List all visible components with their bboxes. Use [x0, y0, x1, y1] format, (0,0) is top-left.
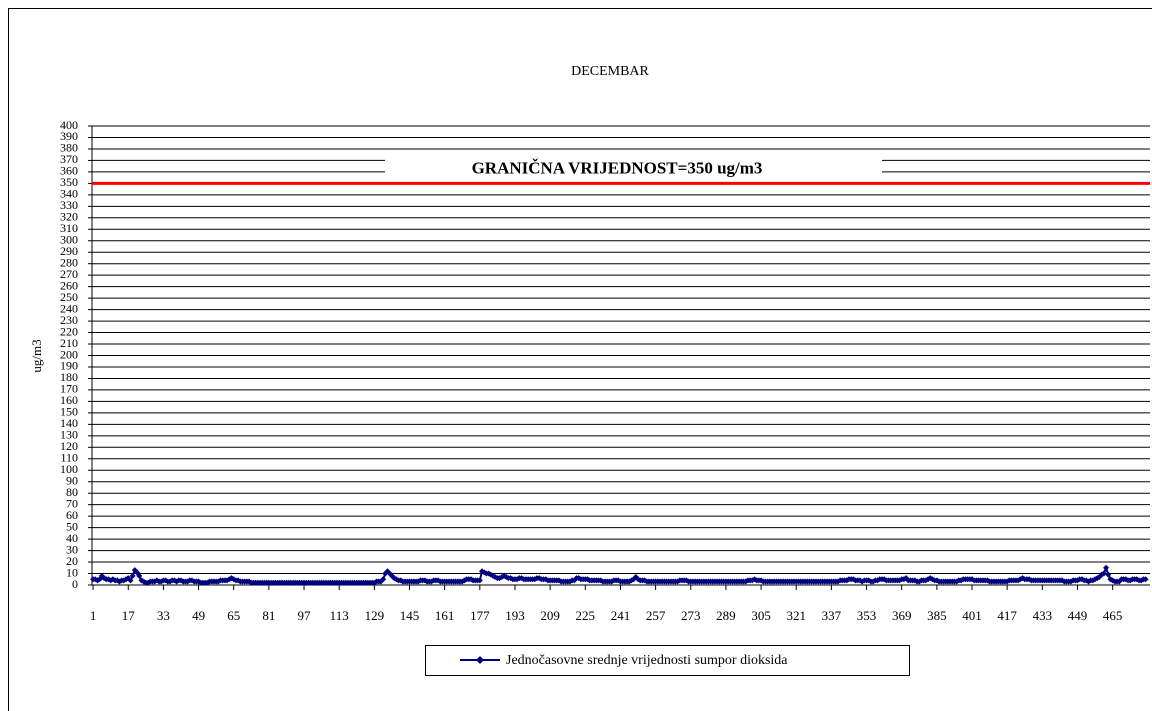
y-tick-label: 300	[60, 233, 78, 247]
data-point	[476, 577, 483, 584]
y-tick-label: 390	[60, 129, 78, 143]
y-tick-label: 360	[60, 164, 78, 178]
y-tick-label: 210	[60, 336, 78, 350]
y-tick-label: 20	[66, 554, 78, 568]
x-tick-label: 417	[997, 608, 1017, 623]
y-tick-label: 250	[60, 290, 78, 304]
x-tick-label: 49	[192, 608, 205, 623]
x-tick-label: 273	[681, 608, 701, 623]
legend-marker	[476, 656, 484, 664]
data-point	[1103, 564, 1110, 571]
y-tick-label: 60	[66, 508, 78, 522]
data-point	[1142, 576, 1149, 583]
x-tick-label: 81	[262, 608, 275, 623]
x-tick-label: 385	[927, 608, 947, 623]
y-tick-label: 190	[60, 359, 78, 373]
x-tick-label: 145	[400, 608, 420, 623]
x-tick-label: 353	[857, 608, 877, 623]
y-tick-label: 30	[66, 542, 78, 556]
x-tick-label: 465	[1103, 608, 1123, 623]
y-tick-label: 260	[60, 278, 78, 292]
x-tick-label: 65	[227, 608, 240, 623]
y-tick-label: 330	[60, 198, 78, 212]
y-tick-label: 80	[66, 485, 78, 499]
x-tick-label: 289	[716, 608, 736, 623]
y-tick-label: 220	[60, 324, 78, 338]
y-tick-label: 110	[60, 451, 78, 465]
legend-label: Jednočasovne srednje vrijednosti sumpor …	[506, 653, 788, 668]
x-tick-label: 161	[435, 608, 455, 623]
plot	[90, 156, 1150, 586]
x-tick-label: 97	[298, 608, 312, 623]
chart-title: DECEMBAR	[571, 64, 649, 79]
y-tick-label: 50	[66, 519, 78, 533]
x-tick-label: 449	[1068, 608, 1088, 623]
y-tick-label: 140	[60, 416, 78, 430]
y-tick-label: 400	[60, 118, 78, 132]
x-tick-label: 321	[786, 608, 806, 623]
y-tick-label: 160	[60, 393, 78, 407]
chart-frame	[8, 8, 1152, 711]
legend	[425, 645, 910, 676]
y-tick-label: 0	[72, 577, 78, 591]
data-point	[507, 575, 514, 582]
x-tick-label: 257	[646, 608, 666, 623]
x-tick-label: 33	[157, 608, 170, 623]
data-point	[129, 572, 136, 579]
y-tick-label: 310	[60, 221, 78, 235]
data-point	[1019, 575, 1026, 582]
data-point	[1105, 571, 1112, 578]
annotation: GRANIČNA VRIJEDNOST=350 ug/m3	[472, 158, 763, 177]
y-tick-label: 280	[60, 255, 78, 269]
y-tick-label: 10	[66, 565, 78, 579]
y-tick-label: 120	[60, 439, 78, 453]
x-tick-label: 209	[540, 608, 560, 623]
x-tick-label: 433	[1033, 608, 1053, 623]
y-tick-label: 370	[60, 152, 78, 166]
x-tick-label: 401	[962, 608, 982, 623]
x-tick-label: 113	[330, 608, 349, 623]
y-tick-label: 290	[60, 244, 78, 258]
y-tick-label: 350	[60, 175, 78, 189]
x-tick-label: 1	[90, 608, 97, 623]
y-tick-label: 130	[60, 428, 78, 442]
x-tick-label: 129	[365, 608, 385, 623]
y-tick-label: 230	[60, 313, 78, 327]
y-tick-label: 320	[60, 210, 78, 224]
y-axis-label: ug/m3	[29, 339, 44, 372]
y-tick-label: 40	[66, 531, 78, 545]
y-tick-label: 170	[60, 382, 78, 396]
x-tick-label: 305	[751, 608, 771, 623]
y-tick-label: 90	[66, 473, 78, 487]
data-point	[1100, 570, 1107, 577]
x-tick-label: 193	[505, 608, 525, 623]
x-tick-label: 17	[122, 608, 136, 623]
x-tick-label: 177	[470, 608, 490, 623]
y-tick-label: 200	[60, 347, 78, 361]
annotation-background	[385, 156, 882, 179]
y-tick-label: 70	[66, 496, 78, 510]
y-tick-label: 340	[60, 187, 78, 201]
y-tick-label: 100	[60, 462, 78, 476]
x-tick-label: 225	[576, 608, 596, 623]
y-tick-label: 240	[60, 301, 78, 315]
y-tick-label: 380	[60, 141, 78, 155]
y-tick-label: 180	[60, 370, 78, 384]
y-tick-label: 150	[60, 405, 78, 419]
data-point	[127, 577, 134, 584]
y-tick-label: 270	[60, 267, 78, 281]
x-tick-label: 369	[892, 608, 912, 623]
data-point	[380, 576, 387, 583]
x-tick-label: 241	[611, 608, 631, 623]
data-point	[136, 572, 143, 579]
x-tick-label: 337	[822, 608, 842, 623]
